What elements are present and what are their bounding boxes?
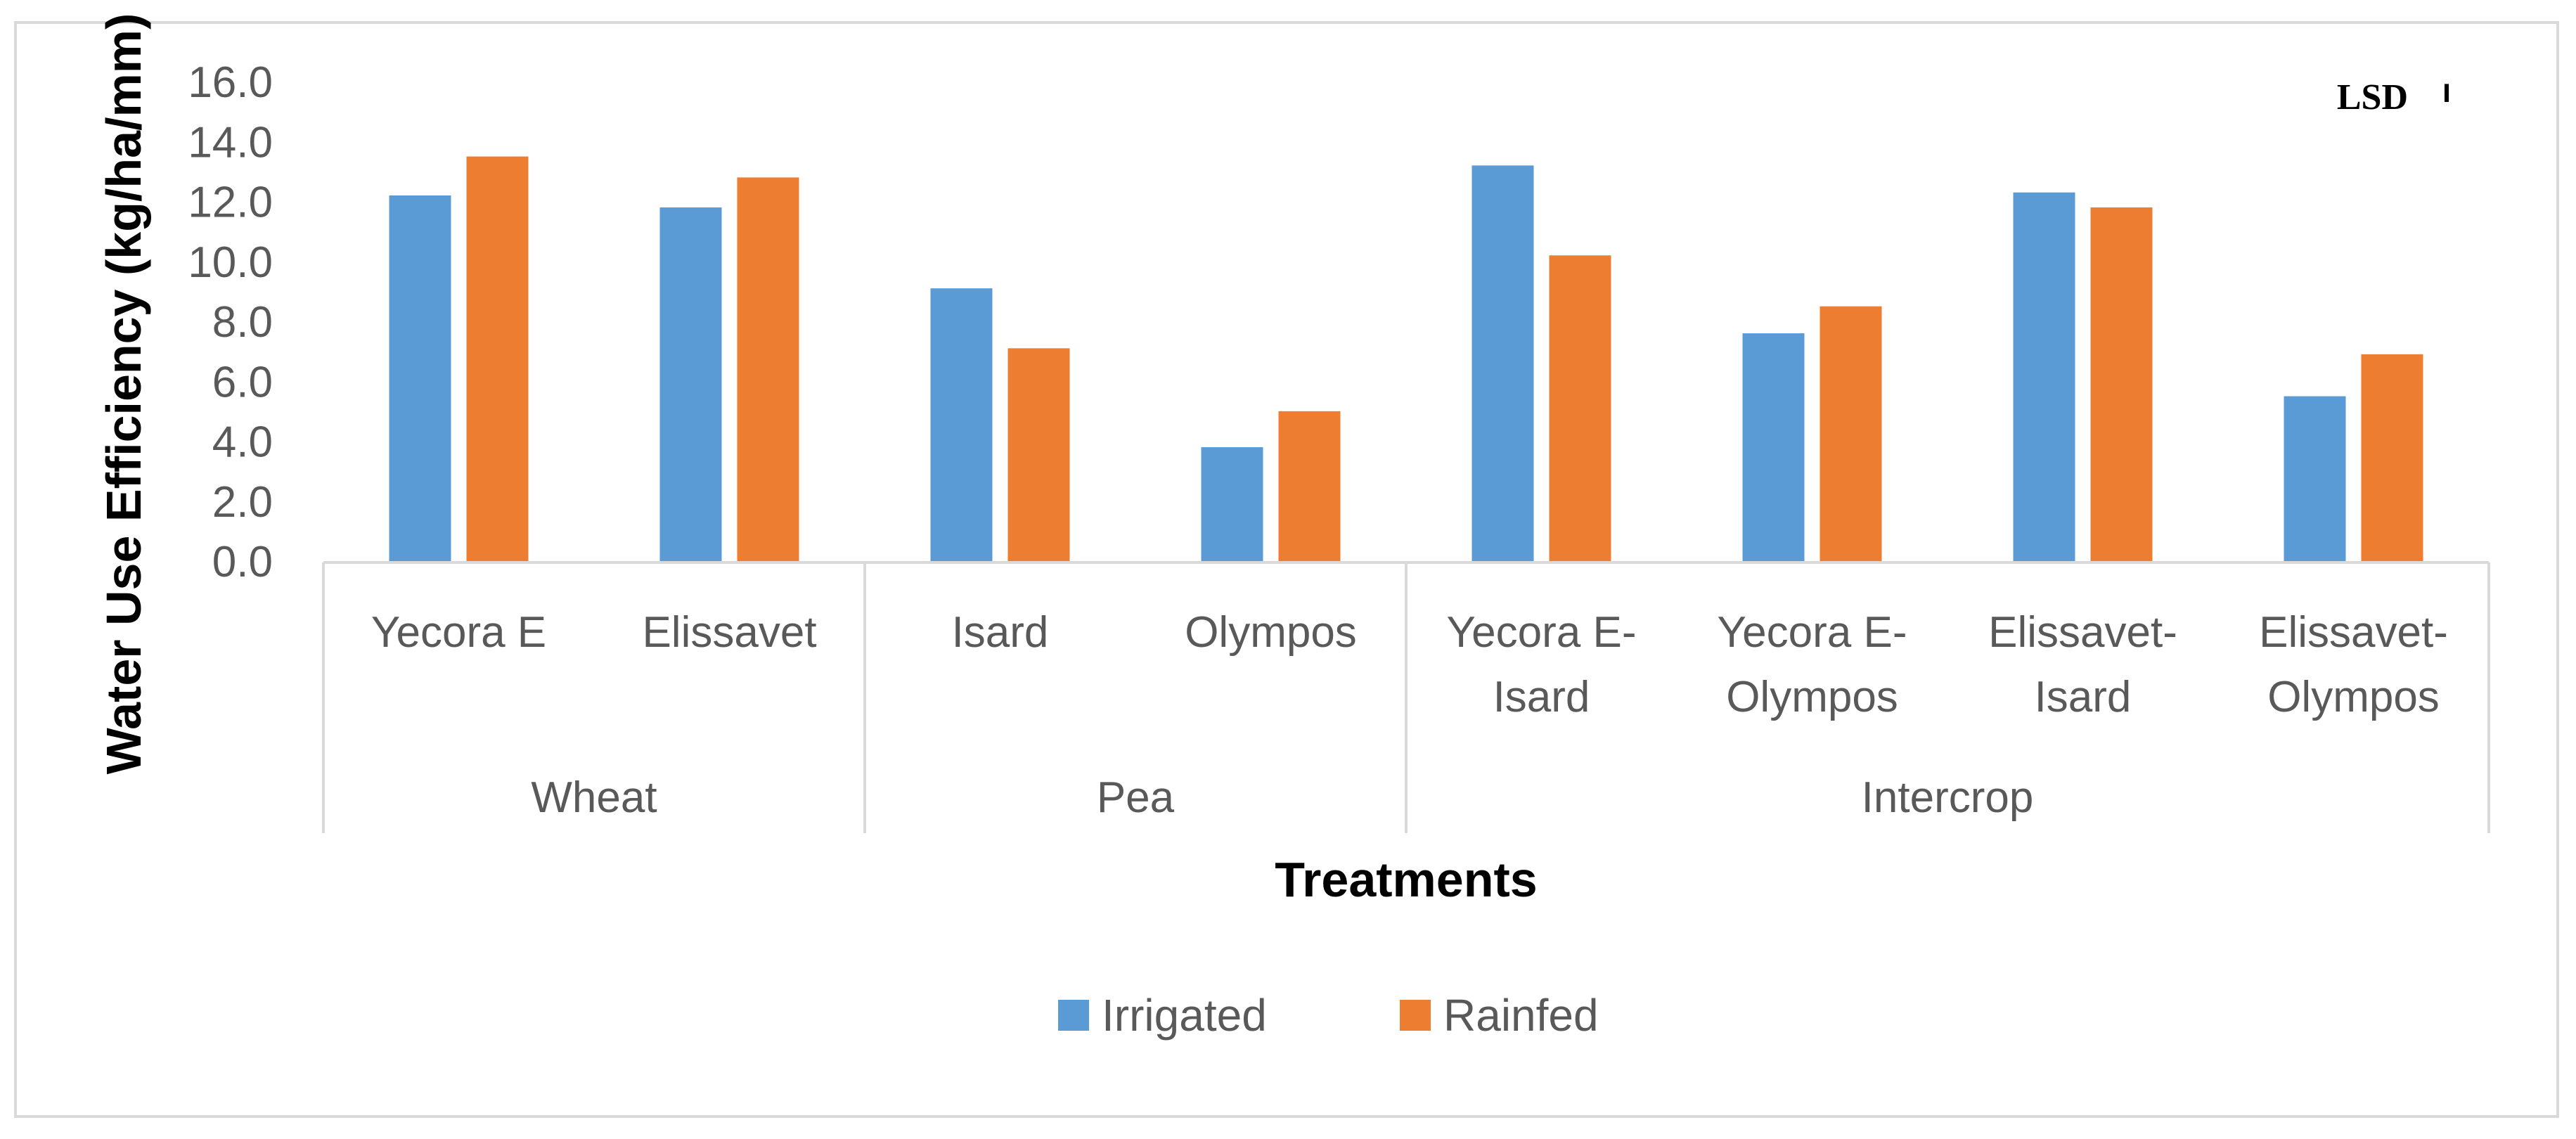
bar-irrigated (930, 288, 993, 561)
x-axis-title: Treatments (1275, 852, 1537, 907)
y-tick-label: 0.0 (212, 538, 273, 586)
bar-rainfed (1278, 411, 1341, 561)
bar-irrigated (1742, 333, 1805, 561)
category-label: Elissavet-Olympos (2259, 608, 2448, 721)
y-axis-title: Water Use Efficiency (kg/ha/mm) (96, 13, 151, 775)
category-label: Olympos (1185, 608, 1357, 657)
category-label: Elissavet-Isard (1988, 608, 2177, 721)
legend-swatch-rainfed (1400, 1000, 1431, 1031)
y-tick-label: 10.0 (188, 238, 273, 287)
y-tick-label: 8.0 (212, 298, 273, 347)
bar-irrigated (389, 195, 451, 562)
category-label: Isard (952, 608, 1049, 657)
y-tick-label: 6.0 (212, 358, 273, 406)
legend-label-irrigated: Irrigated (1102, 990, 1267, 1041)
bar-irrigated (2013, 192, 2075, 561)
bar-rainfed (2361, 354, 2423, 561)
bar-irrigated (659, 207, 722, 561)
bar-rainfed (1820, 306, 1882, 561)
y-tick-label: 2.0 (212, 478, 273, 527)
lsd-annotation: LSD (2337, 77, 2449, 117)
legend-swatch-irrigated (1058, 1000, 1089, 1031)
y-tick-label: 16.0 (188, 58, 273, 107)
y-tick-label: 4.0 (212, 418, 273, 467)
legend-label-rainfed: Rainfed (1443, 990, 1599, 1041)
y-tick-label: 12.0 (188, 179, 273, 227)
bar-irrigated (1201, 447, 1263, 561)
legend: Irrigated Rainfed (1058, 990, 1599, 1041)
bar-rainfed (466, 156, 529, 561)
category-label: Yecora E-Isard (1447, 608, 1637, 721)
bar-rainfed (1549, 255, 1611, 561)
bar-rainfed (737, 177, 799, 561)
bar-irrigated (1471, 165, 1534, 562)
group-label: Pea (1097, 773, 1175, 822)
bar-rainfed (1007, 348, 1070, 561)
y-tick-label: 14.0 (188, 118, 273, 167)
bar-irrigated (2284, 396, 2346, 561)
group-label: Intercrop (1862, 773, 2034, 822)
category-label: Yecora E-Olympos (1718, 608, 1907, 721)
category-label: Elissavet (642, 608, 816, 657)
lsd-label: LSD (2337, 77, 2408, 117)
category-label: Yecora E (371, 608, 546, 657)
bar-rainfed (2090, 207, 2153, 561)
group-label: Wheat (531, 773, 657, 822)
